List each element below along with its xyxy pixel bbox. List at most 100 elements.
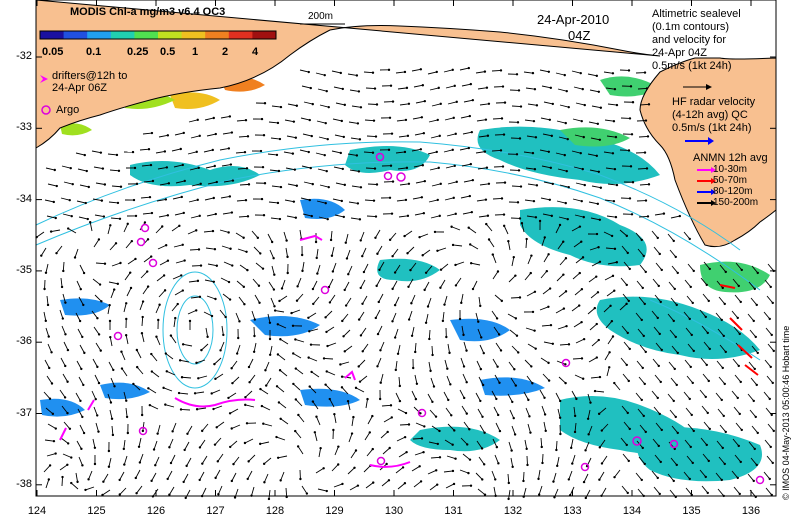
velocity-arrow-head	[451, 148, 454, 152]
velocity-arrow-head	[414, 350, 417, 354]
velocity-arrow-head	[491, 253, 495, 256]
velocity-arrow-head	[135, 182, 139, 186]
velocity-arrow-head	[615, 261, 619, 264]
velocity-arrow	[394, 296, 400, 306]
velocity-arrow	[79, 264, 85, 274]
velocity-arrow-head	[628, 267, 631, 271]
argo-label: Argo	[56, 104, 80, 116]
velocity-arrow	[733, 326, 741, 335]
longitude-tick-label: 134	[622, 505, 642, 517]
velocity-arrow-head	[543, 413, 547, 416]
velocity-arrow	[316, 248, 319, 258]
velocity-arrow-head	[434, 415, 438, 418]
velocity-arrow	[206, 295, 216, 300]
velocity-arrow	[767, 423, 775, 432]
velocity-arrow	[622, 453, 630, 462]
velocity-arrow-head	[707, 299, 710, 303]
velocity-arrow-head	[707, 379, 710, 383]
velocity-arrow-head	[421, 164, 425, 167]
velocity-arrow	[44, 199, 54, 203]
longitude-tick-label: 127	[206, 505, 225, 517]
velocity-arrow-head	[720, 318, 723, 322]
velocity-arrow	[478, 456, 485, 465]
velocity-arrow	[620, 277, 628, 286]
velocity-arrow	[732, 358, 740, 367]
velocity-arrow	[379, 261, 385, 271]
velocity-arrow	[92, 438, 96, 448]
velocity-arrow	[43, 465, 51, 473]
velocity-arrow	[333, 483, 343, 488]
velocity-arrow	[558, 376, 566, 384]
velocity-arrow-head	[198, 214, 201, 218]
velocity-arrow-head	[48, 464, 52, 467]
velocity-arrow	[394, 328, 399, 338]
velocity-arrow	[509, 409, 515, 419]
velocity-arrow-head	[443, 303, 446, 306]
velocity-arrow	[399, 103, 409, 106]
velocity-arrow-head	[495, 317, 499, 320]
velocity-arrow	[508, 275, 516, 283]
velocity-arrow-head	[86, 217, 89, 221]
velocity-arrow	[491, 310, 498, 319]
velocity-arrow-head	[706, 331, 709, 335]
velocity-arrow-head	[166, 214, 170, 217]
velocity-arrow	[555, 224, 561, 234]
velocity-arrow-head	[547, 361, 550, 365]
velocity-arrow-head	[562, 273, 565, 276]
velocity-arrow	[492, 271, 499, 280]
altimetry-line5: 0.5m/s (1kt 24h)	[652, 60, 732, 72]
velocity-arrow-head	[184, 496, 187, 500]
velocity-arrow	[733, 486, 741, 495]
velocity-arrow-head	[421, 254, 424, 257]
velocity-arrow	[700, 357, 708, 366]
velocity-arrow	[461, 163, 471, 167]
velocity-arrow-head	[644, 119, 648, 122]
velocity-arrow	[123, 391, 127, 401]
velocity-arrow-head	[675, 303, 678, 307]
velocity-arrow	[395, 360, 398, 370]
velocity-arrow-head	[84, 201, 87, 205]
velocity-arrow	[314, 432, 318, 442]
velocity-arrow	[594, 390, 605, 393]
velocity-arrow	[142, 286, 149, 295]
velocity-arrow	[179, 392, 189, 395]
velocity-arrow-head	[81, 415, 84, 419]
velocity-arrow	[165, 404, 175, 408]
velocity-arrow	[747, 393, 755, 402]
velocity-arrow	[415, 180, 425, 184]
velocity-arrow	[460, 357, 465, 367]
velocity-arrow	[444, 439, 453, 446]
velocity-arrow-head	[126, 222, 129, 226]
velocity-arrow	[392, 280, 398, 290]
velocity-arrow-head	[134, 214, 138, 218]
velocity-arrow	[556, 200, 566, 204]
velocity-arrow-head	[155, 335, 158, 338]
velocity-arrow-head	[286, 255, 289, 259]
longitude-tick-label: 136	[741, 505, 761, 517]
velocity-arrow-head	[564, 290, 568, 293]
velocity-arrow	[606, 290, 615, 297]
velocity-arrow-head	[228, 298, 232, 301]
velocity-arrow	[425, 313, 429, 323]
velocity-arrow-head	[212, 407, 215, 411]
velocity-arrow	[285, 487, 288, 498]
velocity-arrow-head	[275, 435, 278, 439]
velocity-arrow	[85, 486, 95, 491]
velocity-arrow-head	[134, 257, 137, 261]
velocity-arrow	[63, 181, 73, 185]
velocity-arrow-head	[454, 263, 457, 267]
velocity-arrow	[585, 489, 591, 499]
velocity-arrow	[431, 345, 434, 356]
velocity-arrow	[67, 228, 77, 234]
velocity-arrow	[495, 422, 501, 432]
velocity-arrow	[571, 226, 581, 232]
velocity-arrow-head	[115, 153, 119, 157]
velocity-arrow-head	[579, 71, 582, 75]
velocity-arrow-head	[329, 238, 333, 242]
velocity-arrow	[623, 261, 631, 270]
velocity-arrow	[555, 308, 565, 314]
velocity-arrow	[138, 437, 142, 447]
velocity-arrow-head	[515, 334, 519, 337]
velocity-arrow	[188, 199, 198, 203]
